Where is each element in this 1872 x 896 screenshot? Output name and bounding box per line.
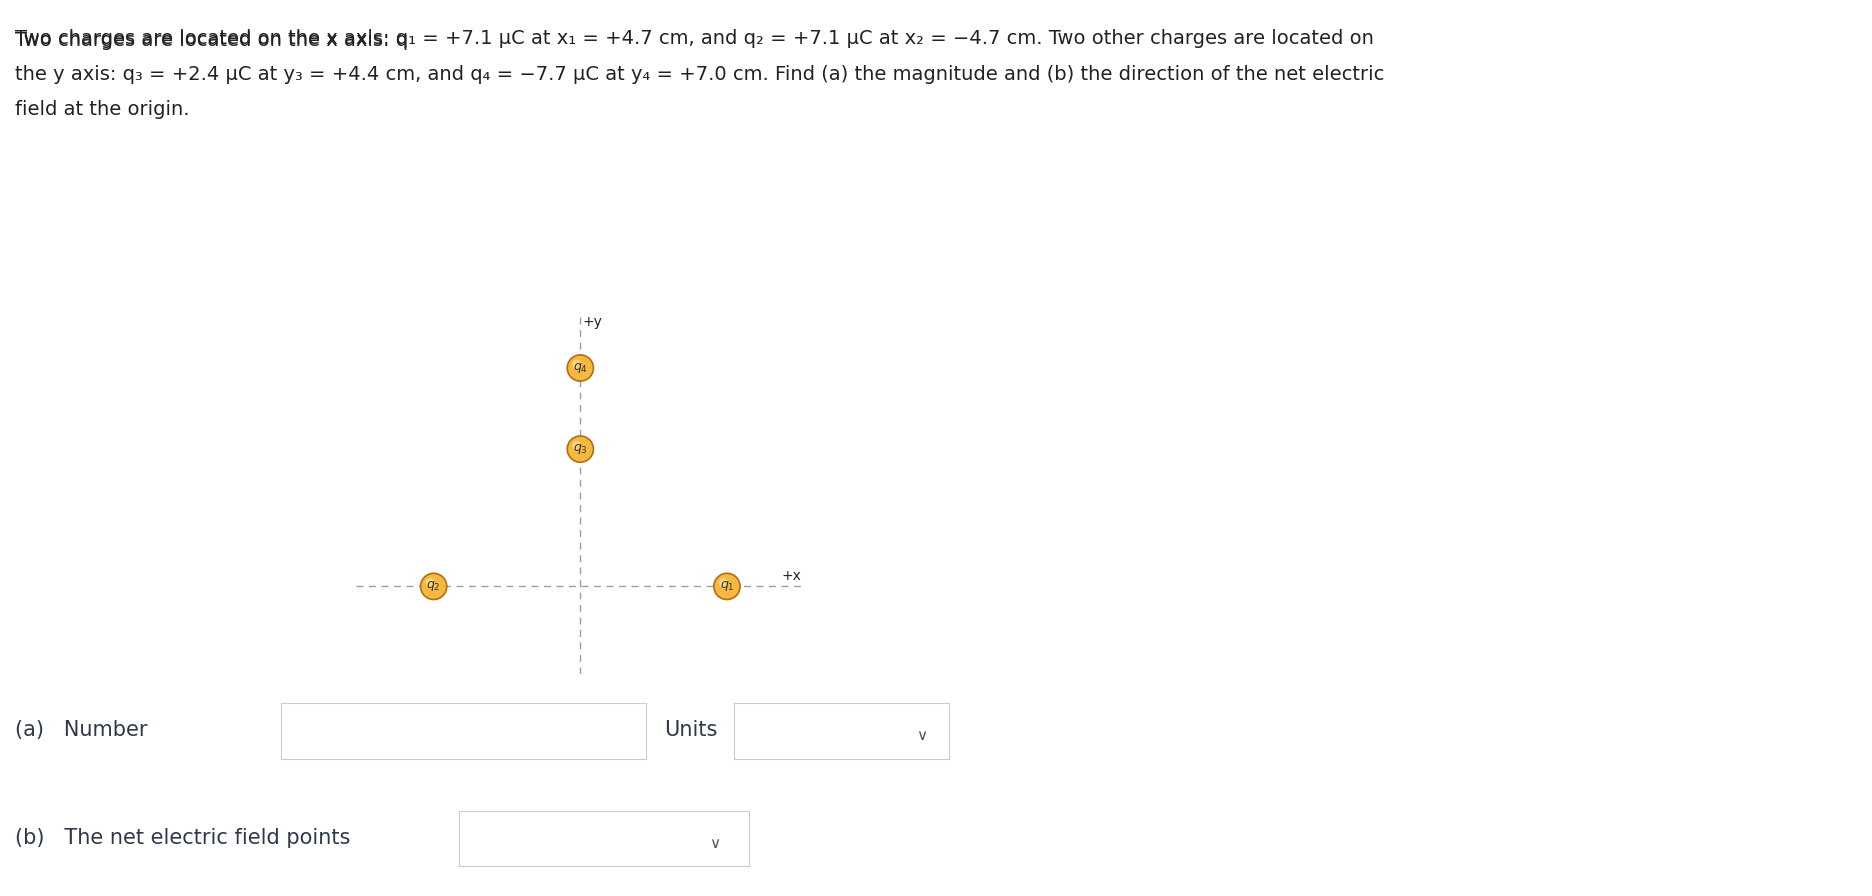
- Text: Two charges are located on the x axis: q₁ = +7.1 μC at x₁ = +4.7 cm, and q₂ = +7: Two charges are located on the x axis: q…: [15, 29, 1374, 47]
- Text: i: i: [256, 722, 264, 740]
- Circle shape: [569, 437, 592, 461]
- Text: ∨: ∨: [709, 836, 721, 850]
- Circle shape: [421, 574, 446, 599]
- Text: the y axis: q₃ = +2.4 μC at y₃ = +4.4 cm, and q₄ = −7.7 μC at y₄ = +7.0 cm. Find: the y axis: q₃ = +2.4 μC at y₃ = +4.4 cm…: [15, 65, 1385, 83]
- Circle shape: [573, 441, 580, 450]
- Text: Units: Units: [665, 720, 719, 740]
- Circle shape: [573, 360, 580, 369]
- Text: ∨: ∨: [917, 728, 929, 743]
- Text: +y: +y: [582, 315, 603, 329]
- Text: (b)   The net electric field points: (b) The net electric field points: [15, 828, 350, 848]
- Text: field at the origin.: field at the origin.: [15, 100, 189, 119]
- Circle shape: [421, 573, 447, 599]
- Text: (a)   Number: (a) Number: [15, 720, 148, 740]
- Circle shape: [425, 578, 434, 587]
- Circle shape: [719, 578, 728, 587]
- Text: +x: +x: [782, 569, 801, 582]
- Text: Two charges are located on the x axis: q: Two charges are located on the x axis: q: [15, 31, 408, 50]
- Text: $q_1$: $q_1$: [719, 580, 734, 593]
- Circle shape: [567, 436, 593, 462]
- Text: $q_3$: $q_3$: [573, 442, 588, 456]
- Circle shape: [713, 573, 739, 599]
- Text: $q_2$: $q_2$: [427, 580, 442, 593]
- Circle shape: [715, 574, 739, 599]
- Circle shape: [569, 356, 592, 380]
- Text: $q_4$: $q_4$: [573, 361, 588, 375]
- Circle shape: [567, 355, 593, 381]
